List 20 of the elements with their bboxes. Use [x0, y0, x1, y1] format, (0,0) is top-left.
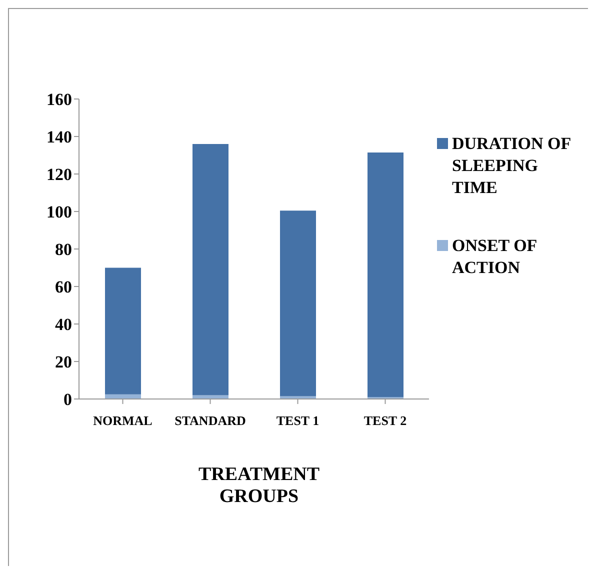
x-tick-label: NORMAL: [93, 413, 153, 428]
x-axis-title: TREATMENT GROUPS: [197, 464, 321, 508]
y-tick-label: 40: [55, 315, 72, 334]
x-tick-label: TEST 2: [364, 413, 407, 428]
bar: [105, 268, 141, 394]
bar: [280, 210, 316, 396]
bar: [192, 144, 228, 396]
y-tick-label: 120: [46, 165, 72, 184]
legend-label: ONSET OF ACTION: [452, 235, 538, 279]
legend-label: DURATION OF SLEEPING TIME: [452, 133, 572, 199]
y-tick-label: 60: [55, 278, 72, 297]
x-tick-label: TEST 1: [276, 413, 320, 428]
y-tick-label: 80: [55, 240, 72, 260]
y-tick-label: 160: [46, 90, 72, 110]
x-tick-label: STANDARD: [174, 413, 246, 428]
y-tick-label: 140: [46, 128, 72, 147]
y-tick-label: 20: [55, 352, 72, 372]
y-tick-label: 100: [46, 202, 72, 222]
y-tick-label: 0: [64, 390, 72, 410]
bar: [368, 152, 404, 398]
